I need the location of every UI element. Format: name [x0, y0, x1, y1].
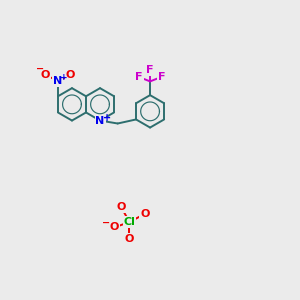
Text: O: O — [116, 202, 126, 212]
Text: −: − — [36, 64, 44, 74]
Text: F: F — [158, 72, 165, 82]
Text: O: O — [125, 234, 134, 244]
Text: −: − — [102, 218, 110, 228]
Text: N: N — [95, 116, 105, 126]
Text: O: O — [110, 222, 119, 233]
Text: N: N — [53, 76, 63, 85]
Text: F: F — [146, 65, 154, 75]
Text: O: O — [140, 209, 149, 219]
Text: Cl: Cl — [124, 217, 135, 227]
Text: +: + — [103, 113, 111, 123]
Text: O: O — [66, 70, 75, 80]
Text: +: + — [60, 73, 68, 82]
Text: O: O — [41, 70, 50, 80]
Text: F: F — [135, 72, 142, 82]
